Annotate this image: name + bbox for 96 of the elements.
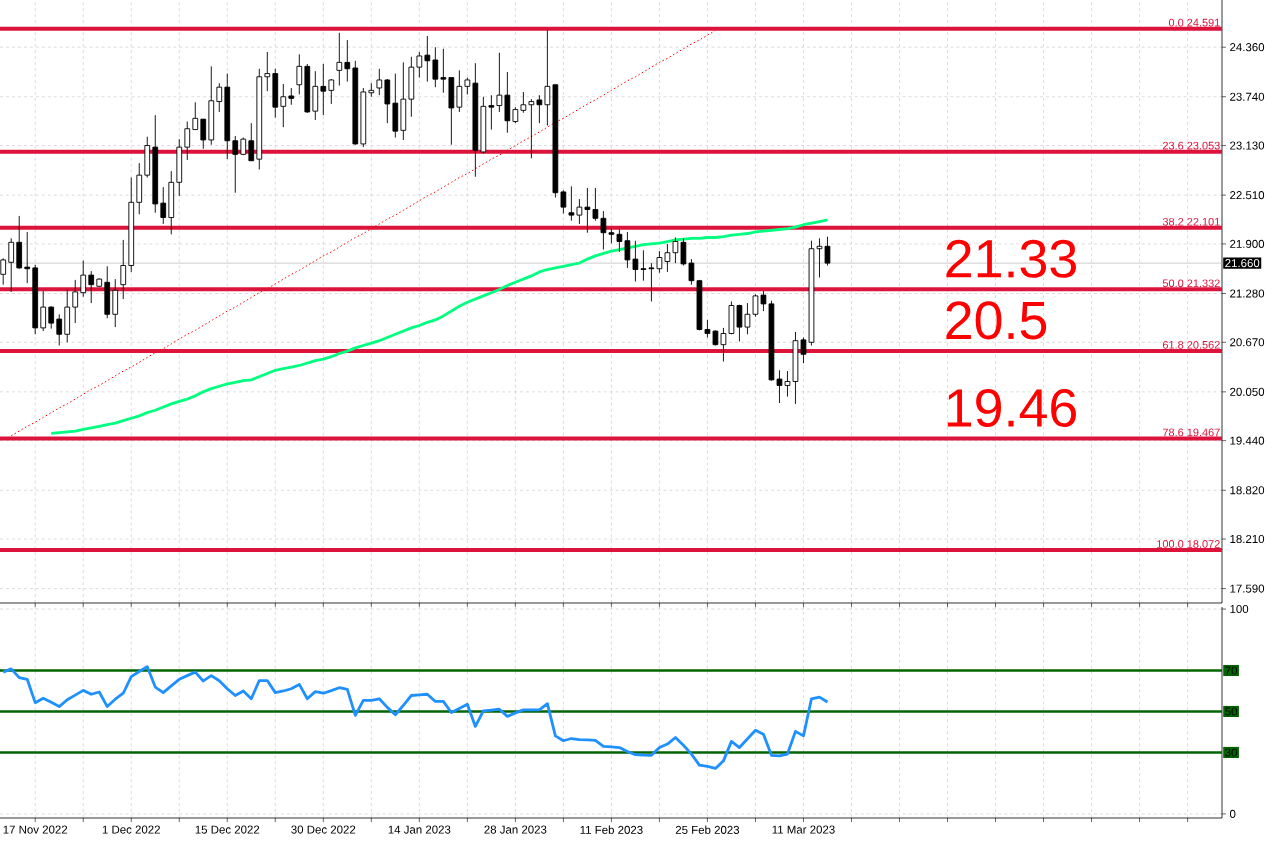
candlestick [336,32,343,87]
candlestick [720,327,727,362]
candlestick [656,250,663,274]
ref-line-label: 0.0 24.591 [1168,18,1220,27]
y-tick-label: 20.050 [1230,387,1265,396]
candlestick [344,39,351,83]
candlestick [320,63,327,116]
annotation: 21.33 [946,239,1076,278]
x-tick-label: 25 Feb 2023 [675,825,740,834]
candlestick [280,83,287,128]
candlestick [672,237,679,264]
candlestick [536,94,543,124]
candlestick [528,98,535,159]
candlestick [376,68,383,96]
candlestick [488,94,495,130]
x-tick-label: 17 Nov 2022 [3,825,68,834]
y-tick-label: 21.900 [1230,239,1265,248]
candlestick [560,189,567,214]
candlestick [576,198,583,225]
ref-line-label: 21.660 [1225,259,1260,268]
candlestick [568,185,575,222]
candlestick [200,118,207,150]
candlestick [368,82,375,98]
y-tick-label: 23.130 [1230,141,1265,150]
y-tick-label: 18.820 [1230,486,1265,495]
candlestick [664,243,671,273]
candlestick [456,69,463,113]
candlestick [632,240,639,282]
y-tick-label: 18.210 [1230,534,1265,544]
ref-line-label: 100.0 18.072 [1157,540,1220,548]
y-tick-label: 24.360 [1230,43,1265,52]
ref-line-label: 38.2 22.101 [1162,217,1220,226]
x-tick-label: 30 Dec 2022 [291,825,356,834]
candlestick [624,231,631,269]
candlestick [8,237,15,293]
candlestick [432,46,439,88]
candlestick [112,278,119,328]
candlestick [736,304,743,342]
candlestick [616,229,623,253]
candlestick [264,51,271,92]
x-tick-label: 15 Dec 2022 [195,825,260,834]
candlestick [0,257,7,286]
candlestick [744,302,751,335]
candlestick [592,187,599,222]
candlestick [640,249,647,282]
candlestick [688,258,695,286]
y-tick-label: 17.590 [1230,584,1265,593]
candlestick [752,293,759,318]
y-tick-label: 100 [1230,604,1249,614]
candlestick [384,78,391,124]
candlestick [160,186,167,225]
candlestick [216,82,223,113]
ref-line-label: 78.6 19.467 [1162,428,1220,437]
candlestick [680,237,687,266]
candlestick [440,48,447,94]
y-tick-label: 21.280 [1230,289,1265,298]
y-tick-label: 23.740 [1230,92,1265,101]
ref-line-label: 23.6 23.053 [1162,141,1220,150]
candlestick [648,262,655,302]
ref-line-label: 61.8 20.562 [1162,340,1220,349]
candlestick [88,270,95,304]
candlestick [496,52,503,113]
candlestick [544,29,551,126]
candlestick [192,101,199,130]
candlestick [80,260,87,298]
y-tick-label: 19.440 [1230,436,1265,445]
annotation: 20.5 [946,301,1047,340]
candlestick [520,91,527,114]
ref-line-label: 30 [1225,748,1237,757]
candlestick [48,305,55,330]
candlestick [184,121,191,161]
ref-line-label: 50.0 21.332 [1162,279,1220,288]
y-tick-label: 22.510 [1230,191,1265,200]
x-tick-label: 1 Dec 2022 [102,825,160,834]
ref-line-label: 50 [1225,707,1237,716]
candlestick [584,187,591,234]
x-tick-label: 14 Jan 2023 [388,825,451,834]
candlestick [248,122,255,162]
candlestick [232,135,239,194]
candlestick [328,78,335,105]
candlestick [72,279,79,324]
candlestick [296,53,303,95]
candlestick [56,313,63,346]
annotation: 19.46 [947,388,1076,428]
x-tick-label: 28 Jan 2023 [484,825,547,834]
candlestick [600,210,607,250]
x-tick-label: 11 Feb 2023 [580,825,643,834]
y-tick-label: 0 [1229,809,1236,818]
candlestick [416,51,423,79]
candlestick [424,35,431,83]
candlestick [120,239,127,300]
candlestick [40,290,47,332]
ref-line-label: 70 [1225,666,1237,675]
candlestick [24,231,31,284]
y-tick-label: 20.670 [1230,338,1265,347]
x-tick-label: 11 Mar 2023 [772,825,835,834]
